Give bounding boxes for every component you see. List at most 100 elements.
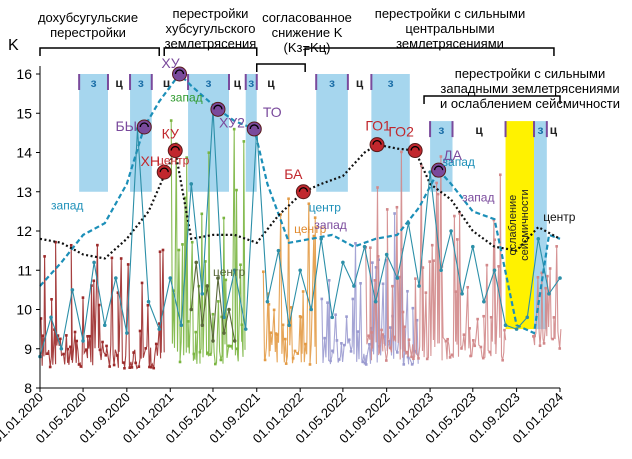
ensemble-point — [307, 202, 311, 206]
period-label: перестройки с сильными западными землетря… — [440, 66, 620, 111]
ensemble-point — [283, 337, 287, 341]
series-point — [265, 299, 270, 304]
y-axis-label: K — [8, 37, 19, 54]
ensemble-point — [229, 344, 233, 348]
ensemble-point — [533, 334, 536, 338]
series-point — [298, 268, 302, 273]
ensemble-point — [373, 279, 377, 282]
ensemble-point — [98, 348, 102, 352]
ensemble-point — [376, 186, 379, 189]
series-point — [319, 237, 323, 241]
ensemble-point — [96, 243, 99, 247]
ensemble-point — [435, 181, 438, 185]
series-point — [227, 307, 231, 312]
ensemble-point — [262, 270, 265, 274]
ensemble-point — [279, 213, 282, 216]
ensemble-point — [50, 297, 53, 301]
zone-label: з — [388, 76, 394, 90]
ensemble-point — [88, 334, 92, 338]
zone-west — [79, 74, 108, 192]
ensemble-point — [403, 325, 406, 329]
ensemble-point — [48, 365, 52, 369]
ensemble-point — [154, 342, 158, 346]
ensemble-point — [90, 284, 93, 287]
series-label: запад — [314, 218, 346, 232]
ensemble-point — [169, 119, 173, 122]
ensemble-point — [148, 365, 151, 369]
zone-label: ц — [234, 76, 242, 90]
event-label: ХУ — [161, 55, 179, 71]
ensemble-point — [104, 353, 108, 357]
event-marker — [172, 66, 188, 82]
series-point — [205, 284, 210, 288]
series-point — [470, 244, 475, 249]
ensemble-point — [181, 243, 184, 246]
ensemble-point — [69, 345, 72, 349]
event-glyph — [213, 104, 223, 110]
ensemble-point — [395, 205, 399, 209]
event-marker — [246, 121, 262, 137]
ensemble-point — [108, 365, 111, 368]
ensemble-point — [137, 365, 141, 368]
zone-label: ц — [550, 123, 558, 137]
series-label: центр — [213, 265, 246, 279]
ensemble-point — [186, 320, 190, 323]
ensemble-point — [101, 340, 104, 344]
series-point — [406, 221, 411, 225]
series-line — [39, 143, 561, 260]
ensemble-point — [69, 243, 73, 247]
y-tick-label: 16 — [16, 66, 32, 82]
ensemble-point — [367, 334, 371, 338]
ensemble-point — [369, 246, 372, 249]
ensemble-point — [239, 263, 242, 267]
series-point — [232, 268, 237, 273]
ensemble-point — [444, 339, 448, 343]
ensemble-point — [327, 278, 331, 282]
ensemble-point — [146, 303, 150, 307]
ensemble-point — [39, 317, 43, 320]
y-tick-label: 10 — [16, 302, 32, 318]
event-marker — [156, 164, 172, 180]
ensemble-point — [428, 260, 432, 263]
ensemble-point — [385, 359, 388, 362]
ensemble-point — [546, 274, 549, 278]
ensemble-point — [130, 366, 134, 369]
ensemble-point — [158, 322, 161, 325]
ensemble-point — [351, 297, 355, 301]
ensemble-point — [320, 297, 324, 301]
ensemble-point — [211, 312, 215, 316]
ensemble-point — [122, 361, 126, 364]
ensemble-point — [185, 156, 188, 159]
ensemble-point — [299, 315, 303, 319]
period-bracket — [423, 95, 561, 104]
ensemble-point — [380, 328, 383, 332]
ensemble-point — [92, 279, 96, 283]
ensemble-point — [551, 337, 555, 341]
ensemble-point — [469, 354, 472, 358]
ensemble-point — [400, 150, 403, 154]
event-marker — [295, 184, 311, 200]
event-marker — [431, 162, 447, 178]
event-label: КУ — [162, 126, 179, 142]
ensemble-trace — [170, 120, 246, 366]
ensemble-point — [126, 263, 130, 266]
series-point — [352, 284, 356, 288]
ensemble-point — [401, 310, 405, 314]
ensemble-point — [304, 342, 307, 346]
period-label: перестройки с сильными центральными землет… — [375, 6, 525, 51]
series-point — [547, 292, 551, 296]
ensemble-point — [200, 212, 204, 216]
ensemble-point — [214, 362, 217, 366]
ensemble-point — [140, 281, 144, 285]
series-point — [189, 307, 194, 312]
ensemble-point — [450, 353, 454, 357]
y-tick-label: 14 — [16, 145, 32, 161]
series-point — [81, 339, 85, 343]
ensemble-point — [115, 354, 119, 357]
series-point — [482, 299, 486, 304]
ensemble-point — [414, 277, 417, 280]
ensemble-point — [412, 357, 415, 361]
ensemble-point — [105, 344, 108, 348]
series-point — [395, 276, 400, 280]
ensemble-point — [476, 317, 479, 321]
